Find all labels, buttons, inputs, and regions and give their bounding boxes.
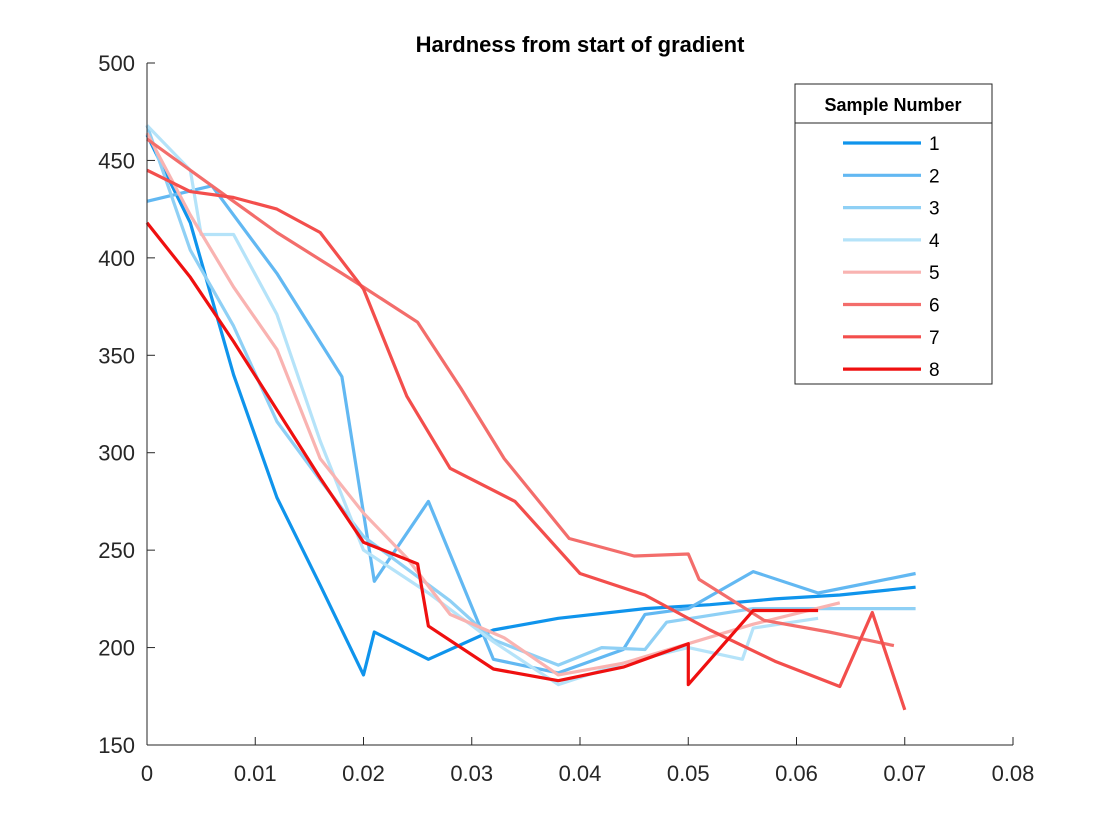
y-tick-label: 150 [98,733,135,758]
x-tick-label: 0.07 [883,761,926,786]
legend-box [794,83,993,385]
x-tick-label: 0.06 [775,761,818,786]
y-tick-label: 500 [98,51,135,76]
series-line-6 [146,137,895,648]
y-tick-label: 400 [98,246,135,271]
legend-label-8: 8 [929,360,940,381]
series-layer [145,124,916,711]
y-ticks: 150 200 250 300 350 400 450 500 [98,51,155,758]
legend-title: Sample Number [824,95,961,115]
y-tick-label: 300 [98,441,135,466]
legend-label-4: 4 [929,231,940,252]
x-tick-label: 0.03 [450,761,493,786]
chart-title: Hardness from start of gradient [416,32,746,57]
series-line-2 [146,184,916,675]
legend-label-5: 5 [929,263,940,284]
series-line-4 [145,124,819,687]
legend-label-3: 3 [929,199,940,220]
y-tick-label: 350 [98,343,135,368]
x-ticks: 0 0.01 0.02 0.03 0.04 0.05 0.06 0.07 0.08 [141,737,1035,786]
legend: Sample Number 1 2 3 4 5 6 7 8 [794,83,993,385]
series-line-1 [145,134,916,677]
x-tick-label: 0.02 [342,761,385,786]
x-tick-label: 0.01 [234,761,277,786]
series-line-8 [145,221,819,687]
x-tick-label: 0.04 [559,761,602,786]
legend-label-7: 7 [929,328,940,349]
x-tick-label: 0.08 [992,761,1035,786]
y-tick-label: 200 [98,636,135,661]
y-tick-label: 250 [98,538,135,563]
legend-label-2: 2 [929,166,940,187]
series-line-7 [146,168,907,711]
legend-entries: 1 2 3 4 5 6 7 8 [843,134,940,381]
x-tick-label: 0.05 [667,761,710,786]
x-tick-label: 0 [141,761,153,786]
y-tick-label: 450 [98,148,135,173]
legend-label-6: 6 [929,296,940,317]
legend-label-1: 1 [929,134,940,155]
